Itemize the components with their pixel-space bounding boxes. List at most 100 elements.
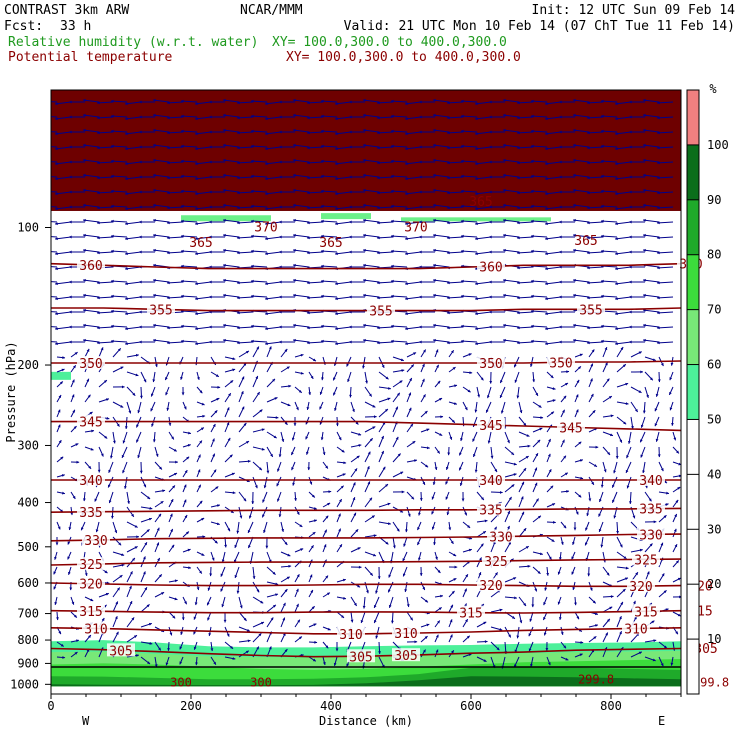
x-tick-label: 800 bbox=[600, 699, 622, 713]
wind-arrowhead bbox=[579, 353, 583, 357]
wind-arrowhead bbox=[669, 391, 672, 395]
wind-vector bbox=[180, 130, 198, 133]
wind-arrowhead bbox=[405, 192, 408, 196]
wind-arrowhead bbox=[615, 222, 618, 226]
wind-vector bbox=[502, 159, 520, 163]
wind-arrowhead bbox=[419, 145, 422, 149]
theta-label-bg bbox=[337, 626, 365, 640]
wind-vector bbox=[432, 114, 450, 118]
wind-arrowhead bbox=[559, 145, 562, 149]
wind-arrowhead bbox=[125, 312, 128, 316]
wind-arrowhead bbox=[83, 143, 86, 147]
wind-vector bbox=[516, 221, 534, 224]
wind-arrowhead bbox=[151, 423, 154, 427]
wind-arrowhead bbox=[125, 342, 128, 346]
wind-arrowhead bbox=[251, 204, 254, 208]
wind-vector bbox=[96, 161, 114, 164]
wind-arrowhead bbox=[325, 645, 329, 649]
wind-arrowhead bbox=[195, 177, 198, 181]
wind-arrowhead bbox=[55, 252, 58, 256]
wind-vector bbox=[96, 341, 114, 344]
wind-arrowhead bbox=[603, 469, 607, 473]
wind-vector bbox=[460, 295, 478, 298]
wind-vector bbox=[82, 339, 100, 343]
wind-arrowhead bbox=[90, 447, 94, 451]
wind-arrowhead bbox=[279, 190, 282, 194]
wind-arrowhead bbox=[97, 191, 100, 195]
wind-arrowhead bbox=[186, 456, 190, 460]
wind-arrowhead bbox=[547, 662, 551, 666]
wind-arrowhead bbox=[193, 616, 197, 620]
wind-arrowhead bbox=[307, 296, 310, 300]
theta-contour-label: 310 bbox=[394, 627, 417, 642]
wind-arrowhead bbox=[624, 577, 628, 581]
wind-arrowhead bbox=[153, 203, 156, 207]
wind-vector bbox=[110, 310, 128, 313]
wind-arrowhead bbox=[307, 161, 310, 165]
wind-arrowhead bbox=[489, 205, 492, 209]
wind-arrowhead bbox=[41, 115, 44, 118]
wind-arrowhead bbox=[321, 99, 324, 103]
wind-arrowhead bbox=[291, 467, 294, 471]
wind-vector bbox=[404, 221, 422, 225]
wind-vector bbox=[586, 341, 604, 344]
wind-vector bbox=[642, 339, 660, 343]
wind-arrowhead bbox=[170, 499, 174, 503]
theta-contour-label: 355 bbox=[579, 303, 602, 318]
wind-vector bbox=[362, 174, 380, 178]
wind-arrowhead bbox=[53, 586, 57, 590]
wind-vector bbox=[614, 341, 632, 345]
wind-arrowhead bbox=[587, 326, 590, 330]
wind-arrowhead bbox=[226, 633, 230, 637]
wind-arrowhead bbox=[195, 252, 198, 256]
wind-vector bbox=[54, 236, 72, 240]
wind-arrowhead bbox=[671, 422, 674, 426]
wind-arrowhead bbox=[432, 482, 436, 485]
wind-vector bbox=[432, 159, 450, 163]
wind-arrowhead bbox=[232, 657, 236, 660]
wind-vector bbox=[404, 251, 422, 255]
wind-arrowhead bbox=[187, 444, 191, 447]
wind-arrowhead bbox=[601, 249, 604, 253]
wind-arrowhead bbox=[215, 486, 219, 490]
wind-vector bbox=[306, 221, 324, 224]
wind-arrowhead bbox=[333, 377, 336, 381]
wind-arrowhead bbox=[210, 648, 214, 652]
wind-arrowhead bbox=[57, 424, 61, 428]
wind-arrowhead bbox=[468, 548, 472, 552]
wind-vector bbox=[194, 176, 212, 180]
wind-arrowhead bbox=[405, 117, 408, 121]
wind-arrowhead bbox=[660, 468, 664, 472]
y-tick-label: 600 bbox=[17, 576, 39, 590]
wind-vector bbox=[222, 189, 240, 193]
wind-arrowhead bbox=[514, 596, 517, 600]
wind-vector bbox=[180, 310, 198, 313]
wind-arrowhead bbox=[97, 116, 100, 120]
wind-vector bbox=[502, 99, 520, 103]
wind-arrowhead bbox=[167, 236, 170, 240]
wind-arrowhead bbox=[451, 419, 455, 423]
wind-arrowhead bbox=[335, 162, 338, 166]
wind-arrowhead bbox=[550, 375, 554, 379]
wind-arrowhead bbox=[262, 514, 265, 518]
wind-arrowhead bbox=[433, 203, 436, 207]
wind-vector bbox=[530, 205, 548, 208]
wind-vector bbox=[376, 206, 394, 209]
wind-arrowhead bbox=[422, 363, 425, 367]
wind-arrowhead bbox=[75, 443, 79, 446]
wind-arrowhead bbox=[586, 513, 590, 517]
wind-arrowhead bbox=[181, 617, 185, 621]
wind-arrowhead bbox=[560, 631, 564, 635]
wind-vector bbox=[474, 221, 492, 225]
wind-arrowhead bbox=[41, 295, 44, 298]
wind-arrowhead bbox=[674, 514, 677, 518]
wind-vector bbox=[572, 249, 590, 253]
wind-vector bbox=[474, 236, 492, 240]
wind-arrowhead bbox=[279, 205, 282, 209]
wind-vector bbox=[82, 144, 100, 148]
wind-vector bbox=[306, 281, 324, 284]
wind-arrowhead bbox=[559, 235, 562, 239]
wind-arrowhead bbox=[160, 501, 164, 504]
wind-arrowhead bbox=[94, 498, 98, 502]
wind-vector bbox=[642, 114, 660, 118]
